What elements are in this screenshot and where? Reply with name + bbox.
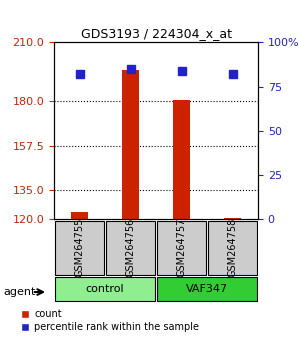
Text: GSM264755: GSM264755 xyxy=(74,218,85,278)
Text: GSM264757: GSM264757 xyxy=(176,218,187,278)
FancyBboxPatch shape xyxy=(208,221,257,275)
Text: GSM264758: GSM264758 xyxy=(227,218,238,278)
Bar xyxy=(224,217,242,219)
FancyBboxPatch shape xyxy=(106,221,155,275)
Text: VAF347: VAF347 xyxy=(186,284,228,295)
Bar xyxy=(70,212,88,219)
FancyBboxPatch shape xyxy=(157,278,257,301)
Text: GSM264756: GSM264756 xyxy=(125,218,136,278)
Title: GDS3193 / 224304_x_at: GDS3193 / 224304_x_at xyxy=(80,27,232,40)
FancyBboxPatch shape xyxy=(55,278,155,301)
Legend: count, percentile rank within the sample: count, percentile rank within the sample xyxy=(20,309,200,332)
Text: control: control xyxy=(86,284,124,295)
FancyBboxPatch shape xyxy=(55,221,104,275)
Text: agent: agent xyxy=(3,287,35,297)
Bar xyxy=(172,99,190,219)
FancyBboxPatch shape xyxy=(157,221,206,275)
Bar xyxy=(122,70,140,219)
